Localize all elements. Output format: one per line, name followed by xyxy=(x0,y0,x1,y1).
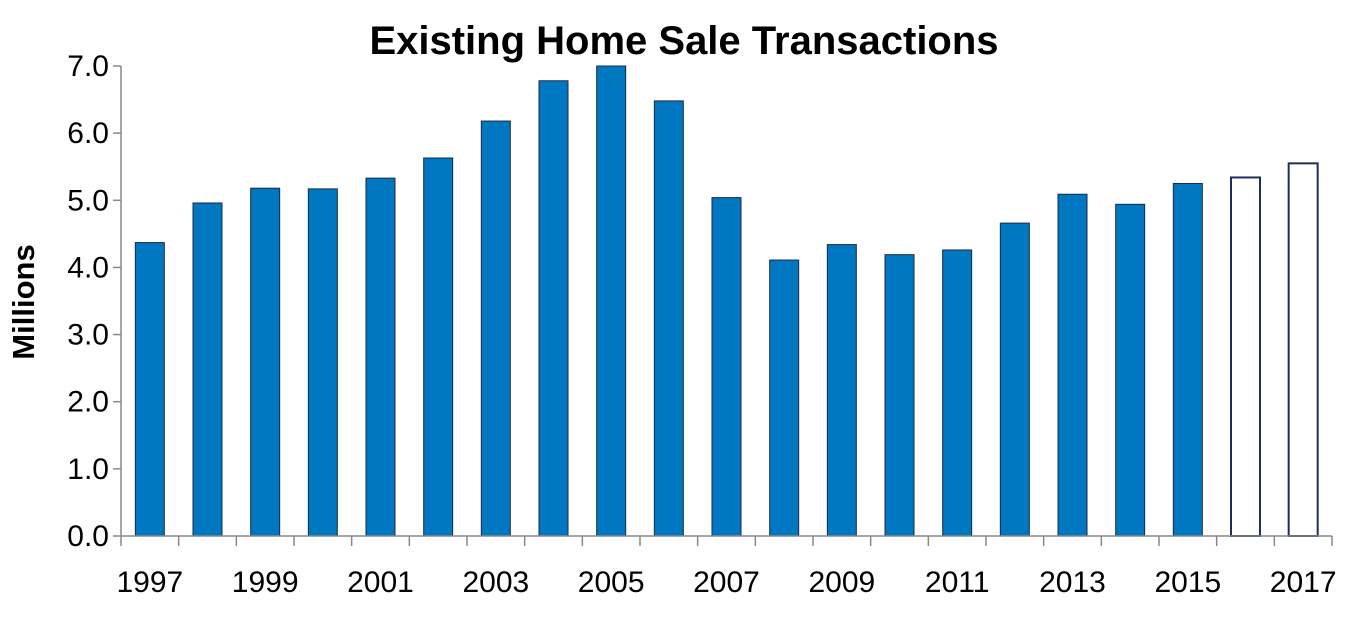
y-ticks-group: 0.0 1.0 2.0 3.0 4.0 5.0 6.0 7.0 xyxy=(67,50,121,553)
x-tick-label: 2003 xyxy=(462,566,529,599)
y-tick-label: 3.0 xyxy=(67,319,109,352)
y-tick-label: 4.0 xyxy=(67,251,109,284)
x-ticks-group: 1997 1999 2001 2003 2005 2007 2009 2011 2013 2015… xyxy=(116,536,1337,599)
bar-2013 xyxy=(1057,193,1088,537)
bar-2011 xyxy=(942,249,973,537)
y-tick-label: 5.0 xyxy=(67,184,109,217)
x-tick-label: 1997 xyxy=(116,566,183,599)
bar-2000 xyxy=(307,188,338,537)
bar-2007 xyxy=(711,197,742,537)
y-tick-label: 6.0 xyxy=(67,117,109,150)
y-tick-label: 1.0 xyxy=(67,453,109,486)
y-tick-label: 0.0 xyxy=(67,520,109,553)
bar-2003 xyxy=(480,120,511,537)
x-tick-label: 2011 xyxy=(925,566,990,599)
x-tick-label: 2001 xyxy=(347,566,414,599)
chart-title: Existing Home Sale Transactions xyxy=(369,19,998,63)
x-tick-label: 2007 xyxy=(693,566,760,599)
x-tick-label: 1999 xyxy=(232,566,299,599)
x-tick-label: 2009 xyxy=(808,566,875,599)
y-axis-title: Millions xyxy=(6,244,41,359)
x-tick-label: 2013 xyxy=(1039,566,1106,599)
bars-group xyxy=(134,65,1319,538)
x-tick-label: 2005 xyxy=(578,566,645,599)
bar-1999 xyxy=(250,187,281,537)
y-tick-label: 7.0 xyxy=(67,50,109,83)
x-tick-label: 2015 xyxy=(1154,566,1221,599)
x-tick-label: 2017 xyxy=(1270,566,1337,599)
bar-2002 xyxy=(423,157,454,537)
bar-2008 xyxy=(769,259,800,537)
bar-2010 xyxy=(884,254,915,537)
bar-2006 xyxy=(653,100,684,537)
bar-1997 xyxy=(134,242,165,537)
axes-group xyxy=(120,66,1332,537)
bar-2005 xyxy=(596,65,627,537)
bar-1998 xyxy=(192,202,223,537)
bar-2009 xyxy=(826,244,857,537)
bar-2001 xyxy=(365,177,396,537)
bar-2012 xyxy=(999,222,1030,537)
bar-2014 xyxy=(1115,203,1146,537)
bar-2016 xyxy=(1230,176,1261,538)
bar-2004 xyxy=(538,80,569,537)
bar-2015 xyxy=(1172,183,1203,537)
y-tick-label: 2.0 xyxy=(67,386,109,419)
bar-2017 xyxy=(1287,162,1319,538)
